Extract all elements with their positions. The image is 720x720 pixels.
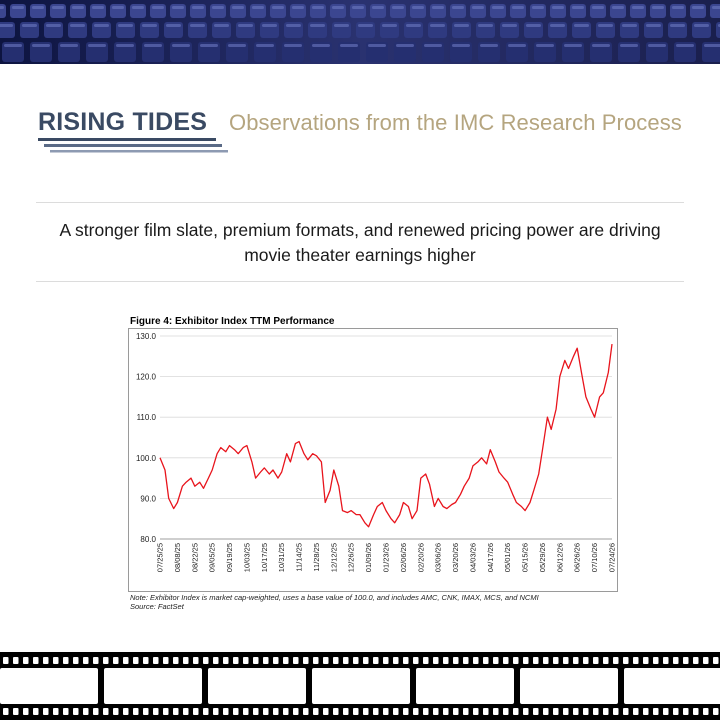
y-tick-label: 120.0 [136,373,157,382]
x-tick-label: 08/22/25 [190,543,199,572]
x-tick-label: 05/01/26 [503,543,512,572]
x-tick-label: 10/03/25 [242,543,251,572]
x-tick-label: 02/20/26 [416,543,425,572]
brand-underline-stripes [38,138,228,153]
x-tick-label: 04/03/26 [468,543,477,572]
y-tick-label: 80.0 [140,535,156,544]
series-line-exhibitor-index [159,344,613,528]
x-tick-label: 11/28/25 [312,543,321,572]
x-tick-label: 04/17/26 [486,543,495,572]
x-tick-label: 09/05/25 [208,543,217,572]
x-tick-label: 01/23/26 [382,543,391,572]
brand-logo-text: RISING TIDES [38,108,208,136]
film-strip-decoration [0,652,720,720]
x-tick-label: 02/06/26 [399,543,408,572]
divider-bottom [36,281,684,282]
exhibitor-index-chart: 80.0 90.0 100.0 110.0 120.0 130.0 07/25/25 08/… [128,328,618,592]
x-tick-label: 11/14/25 [295,543,304,572]
x-tick-label: 05/15/26 [521,543,530,572]
x-tick-label: 06/12/26 [555,543,564,572]
x-tick-label: 03/06/26 [434,543,443,572]
divider-top [36,202,684,203]
x-tick-label: 08/08/25 [173,543,182,572]
theater-seats-banner [0,0,720,64]
x-tick-label: 07/10/26 [590,543,599,572]
x-tick-label: 01/09/26 [364,543,373,572]
y-tick-label: 130.0 [136,332,157,341]
theater-seats-image [0,0,720,64]
x-tick-label: 10/31/25 [277,543,286,572]
x-tick-label: 12/26/25 [347,543,356,572]
x-tick-label: 09/19/25 [225,543,234,572]
x-tick-label: 05/29/26 [538,543,547,572]
x-tick-label: 07/25/25 [156,543,165,572]
x-tick-label: 06/26/26 [573,543,582,572]
figure-note: Note: Exhibitor Index is market cap-weig… [130,593,539,611]
figure-source-text: Source: FactSet [130,602,184,611]
x-tick-label: 03/20/26 [451,543,460,572]
figure-note-text: Note: Exhibitor Index is market cap-weig… [130,593,539,602]
x-tick-label: 10/17/25 [260,543,269,572]
x-tick-label: 07/24/26 [608,543,617,572]
headline: A stronger film slate, premium formats, … [59,220,661,265]
figure-title: Figure 4: Exhibitor Index TTM Performanc… [130,316,335,327]
page-subtitle: Observations from the IMC Research Proce… [229,110,682,135]
y-tick-label: 90.0 [140,494,156,503]
y-tick-label: 100.0 [136,454,157,463]
x-tick-label: 12/12/25 [329,543,338,572]
y-tick-label: 110.0 [137,413,157,422]
chart-frame [128,328,618,592]
